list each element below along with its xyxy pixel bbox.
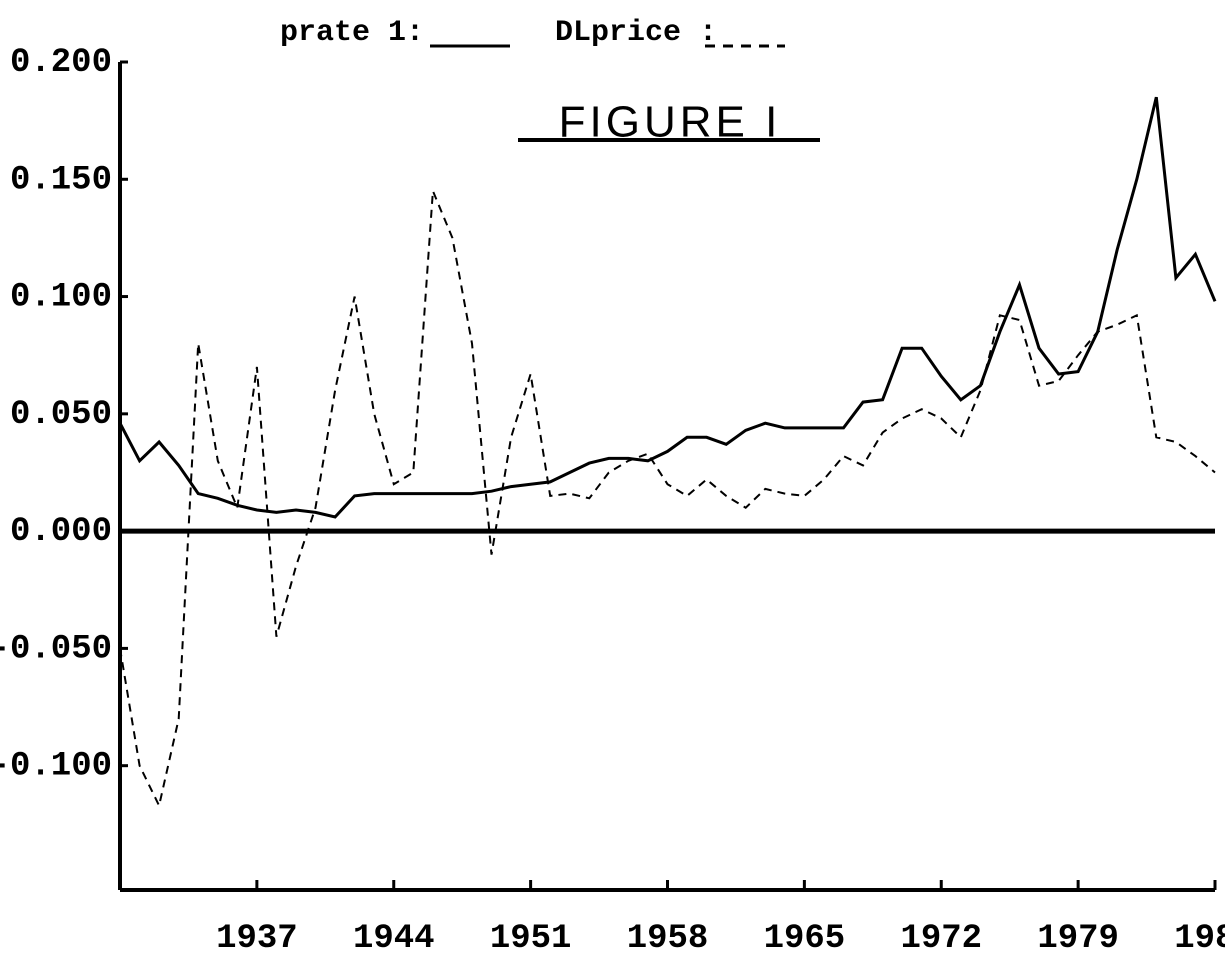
y-tick-label: 0.100: [10, 279, 112, 317]
y-tick-label: 0.200: [10, 44, 112, 82]
x-tick-label: 1937: [216, 920, 298, 955]
x-tick-label: 1986: [1174, 920, 1225, 955]
x-tick-label: 1958: [627, 920, 709, 955]
y-tick-label: 0.000: [10, 513, 112, 551]
y-tick-label: 0.050: [10, 396, 112, 434]
x-tick-label: 1965: [764, 920, 846, 955]
x-tick-label: 1951: [490, 920, 572, 955]
x-tick-label: 1979: [1037, 920, 1119, 955]
data-line: [119, 190, 1216, 809]
data-line: [118, 96, 1217, 519]
y-tick-label: -0.050: [0, 630, 112, 668]
x-tick-label: 1972: [900, 920, 982, 955]
legend-label: prate 1:: [280, 16, 424, 50]
y-tick-label: -0.100: [0, 748, 112, 786]
legend-label: DLprice :: [555, 16, 717, 50]
y-tick-label: 0.150: [10, 161, 112, 199]
x-tick-label: 1944: [353, 920, 435, 955]
